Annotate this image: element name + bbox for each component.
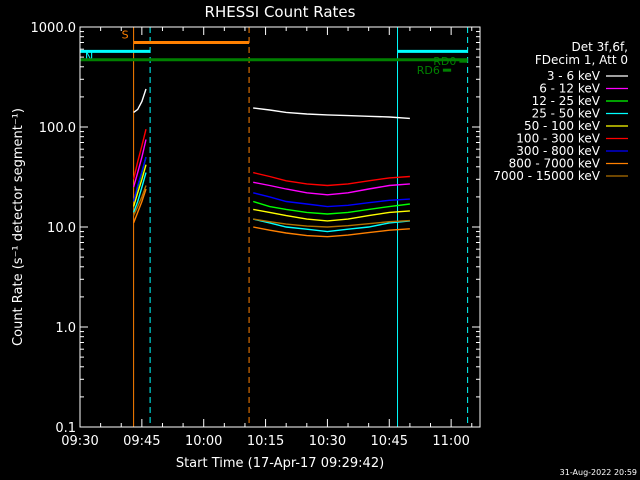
x-tick-label: 10:30 — [309, 434, 346, 449]
legend-label: 300 - 800 keV — [516, 144, 600, 158]
series-line — [253, 107, 410, 120]
state-bar-label: RD6 — [417, 64, 440, 77]
x-tick-label: 10:00 — [185, 434, 222, 449]
x-tick-label: 11:00 — [432, 434, 469, 449]
series-line — [252, 200, 410, 215]
state-bar-label: S — [122, 28, 129, 41]
series-line — [253, 181, 410, 196]
x-tick-label: 09:45 — [123, 434, 160, 449]
series-line — [132, 164, 147, 207]
legend-header: Det 3f,6f, — [572, 40, 629, 54]
y-tick-label: 100.0 — [39, 121, 76, 136]
x-axis-label: Start Time (17-Apr-17 09:29:42) — [176, 456, 384, 471]
series-line — [132, 139, 147, 188]
legend-label: 3 - 6 keV — [547, 69, 601, 83]
series-line — [253, 218, 410, 228]
x-axis: 09:30 09:45 10:00 10:15 10:30 10:45 11:00 — [61, 27, 473, 449]
y-tick-label: 1000.0 — [31, 21, 77, 36]
legend-label: 7000 - 15000 keV — [493, 169, 600, 183]
series-line — [253, 218, 410, 233]
series-line — [132, 172, 147, 213]
y-axis-label: Count Rate (s⁻¹ detector segment⁻¹) — [11, 108, 26, 346]
series-line — [253, 208, 410, 222]
legend-label: 25 - 50 keV — [532, 107, 601, 121]
series-line — [133, 88, 147, 113]
series-line — [253, 192, 410, 208]
y-tick-label: 10.0 — [47, 221, 76, 236]
y-tick-label: 1.0 — [55, 321, 76, 336]
legend-label: 6 - 12 keV — [539, 82, 601, 96]
legend-label: 100 - 300 keV — [516, 132, 600, 146]
legend-header: FDecim 1, Att 0 — [535, 53, 628, 67]
series-line — [132, 188, 147, 224]
x-tick-label: 10:15 — [247, 434, 284, 449]
footer-timestamp: 31-Aug-2022 20:59 — [560, 468, 637, 477]
state-bar-label: N — [85, 50, 93, 63]
legend-label: 800 - 7000 keV — [509, 157, 601, 171]
series-lines — [132, 88, 410, 238]
series-line — [132, 156, 147, 202]
chart-title: RHESSI Count Rates — [205, 3, 356, 21]
series-line — [253, 171, 410, 187]
series-line — [253, 226, 410, 238]
x-tick-label: 09:30 — [61, 434, 98, 449]
series-line — [132, 185, 147, 216]
y-axis: 0.1 1.0 10.0 100.0 1000.0 — [31, 21, 480, 436]
series-line — [132, 129, 147, 180]
legend-label: 12 - 25 keV — [532, 94, 601, 108]
state-bar-label: RD0 — [433, 55, 456, 68]
y-tick-label: 0.1 — [55, 421, 76, 436]
x-tick-label: 10:45 — [371, 434, 408, 449]
legend-label: 50 - 100 keV — [524, 119, 601, 133]
